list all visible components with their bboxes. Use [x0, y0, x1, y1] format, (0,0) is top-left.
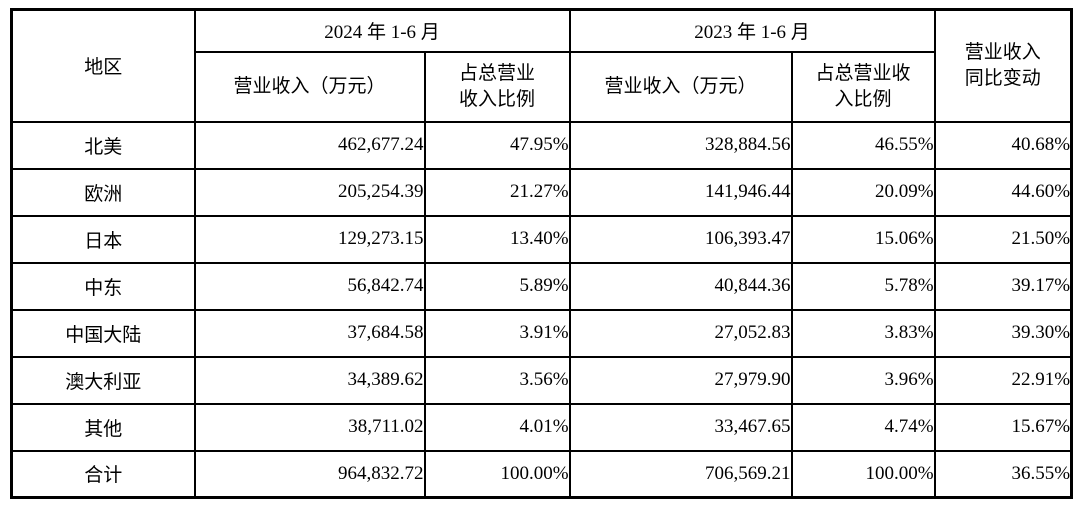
revenue-by-region-table: 地区 2024 年 1-6 月 2023 年 1-6 月 营业收入 同比变动 营… — [10, 8, 1074, 499]
table-row-japan: 日本 129,273.15 13.40% 106,393.47 15.06% 2… — [10, 214, 1073, 264]
revenue-2023-cell: 106,393.47 — [568, 214, 793, 264]
share-2023-cell: 20.09% — [790, 167, 936, 217]
header-revenue-2024: 营业收入（万元） — [193, 50, 426, 123]
revenue-2023-cell: 33,467.65 — [568, 402, 793, 452]
share-2023-cell: 3.96% — [790, 355, 936, 405]
region-cell: 中东 — [10, 261, 196, 311]
yoy-cell: 39.30% — [933, 308, 1073, 358]
header-region: 地区 — [10, 8, 196, 123]
revenue-2024-cell: 56,842.74 — [193, 261, 426, 311]
region-cell: 日本 — [10, 214, 196, 264]
region-cell: 欧洲 — [10, 167, 196, 217]
share-2023-cell: 4.74% — [790, 402, 936, 452]
revenue-2024-cell: 462,677.24 — [193, 120, 426, 170]
revenue-2024-cell: 34,389.62 — [193, 355, 426, 405]
region-cell: 其他 — [10, 402, 196, 452]
header-period-2023: 2023 年 1-6 月 — [568, 8, 936, 53]
share-2023-cell: 15.06% — [790, 214, 936, 264]
region-cell: 澳大利亚 — [10, 355, 196, 405]
yoy-cell: 39.17% — [933, 261, 1073, 311]
share-2024-cell: 3.56% — [423, 355, 571, 405]
share-2024-cell: 100.00% — [423, 449, 571, 499]
share-2024-cell: 47.95% — [423, 120, 571, 170]
header-share-2023: 占总营业收 入比例 — [790, 50, 936, 123]
header-sub-row: 营业收入（万元） 占总营业 收入比例 营业收入（万元） 占总营业收 入比例 — [12, 50, 1072, 123]
yoy-cell: 15.67% — [933, 402, 1073, 452]
revenue-2023-cell: 27,979.90 — [568, 355, 793, 405]
yoy-cell: 36.55% — [933, 449, 1073, 499]
yoy-cell: 22.91% — [933, 355, 1073, 405]
revenue-2024-cell: 205,254.39 — [193, 167, 426, 217]
share-2024-cell: 5.89% — [423, 261, 571, 311]
revenue-2024-cell: 129,273.15 — [193, 214, 426, 264]
region-cell: 合计 — [10, 449, 196, 499]
table-row-total: 合计 964,832.72 100.00% 706,569.21 100.00%… — [10, 449, 1073, 499]
table-header: 地区 2024 年 1-6 月 2023 年 1-6 月 营业收入 同比变动 营… — [10, 8, 1073, 123]
header-share-2024: 占总营业 收入比例 — [423, 50, 571, 123]
table-row-middle-east: 中东 56,842.74 5.89% 40,844.36 5.78% 39.17… — [10, 261, 1073, 311]
yoy-cell: 44.60% — [933, 167, 1073, 217]
revenue-2023-cell: 328,884.56 — [568, 120, 793, 170]
yoy-cell: 40.68% — [933, 120, 1073, 170]
yoy-cell: 21.50% — [933, 214, 1073, 264]
revenue-2023-cell: 141,946.44 — [568, 167, 793, 217]
share-2024-cell: 13.40% — [423, 214, 571, 264]
share-2023-cell: 46.55% — [790, 120, 936, 170]
table-row-other: 其他 38,711.02 4.01% 33,467.65 4.74% 15.67… — [10, 402, 1073, 452]
revenue-2023-cell: 40,844.36 — [568, 261, 793, 311]
table-row-north-america: 北美 462,677.24 47.95% 328,884.56 46.55% 4… — [10, 120, 1073, 170]
revenue-2024-cell: 38,711.02 — [193, 402, 426, 452]
header-revenue-2023: 营业收入（万元） — [568, 50, 793, 123]
share-2023-cell: 5.78% — [790, 261, 936, 311]
table-row-china-mainland: 中国大陆 37,684.58 3.91% 27,052.83 3.83% 39.… — [10, 308, 1073, 358]
revenue-2023-cell: 706,569.21 — [568, 449, 793, 499]
header-yoy: 营业收入 同比变动 — [933, 8, 1073, 123]
revenue-2024-cell: 37,684.58 — [193, 308, 426, 358]
share-2023-cell: 3.83% — [790, 308, 936, 358]
header-period-2024: 2024 年 1-6 月 — [193, 8, 571, 53]
share-2024-cell: 3.91% — [423, 308, 571, 358]
region-cell: 中国大陆 — [10, 308, 196, 358]
share-2024-cell: 21.27% — [423, 167, 571, 217]
table-body: 北美 462,677.24 47.95% 328,884.56 46.55% 4… — [10, 120, 1073, 499]
table-row-europe: 欧洲 205,254.39 21.27% 141,946.44 20.09% 4… — [10, 167, 1073, 217]
table-row-australia: 澳大利亚 34,389.62 3.56% 27,979.90 3.96% 22.… — [10, 355, 1073, 405]
header-period-row: 地区 2024 年 1-6 月 2023 年 1-6 月 营业收入 同比变动 — [10, 8, 1073, 123]
revenue-2024-cell: 964,832.72 — [193, 449, 426, 499]
region-cell: 北美 — [10, 120, 196, 170]
share-2023-cell: 100.00% — [790, 449, 936, 499]
revenue-2023-cell: 27,052.83 — [568, 308, 793, 358]
share-2024-cell: 4.01% — [423, 402, 571, 452]
